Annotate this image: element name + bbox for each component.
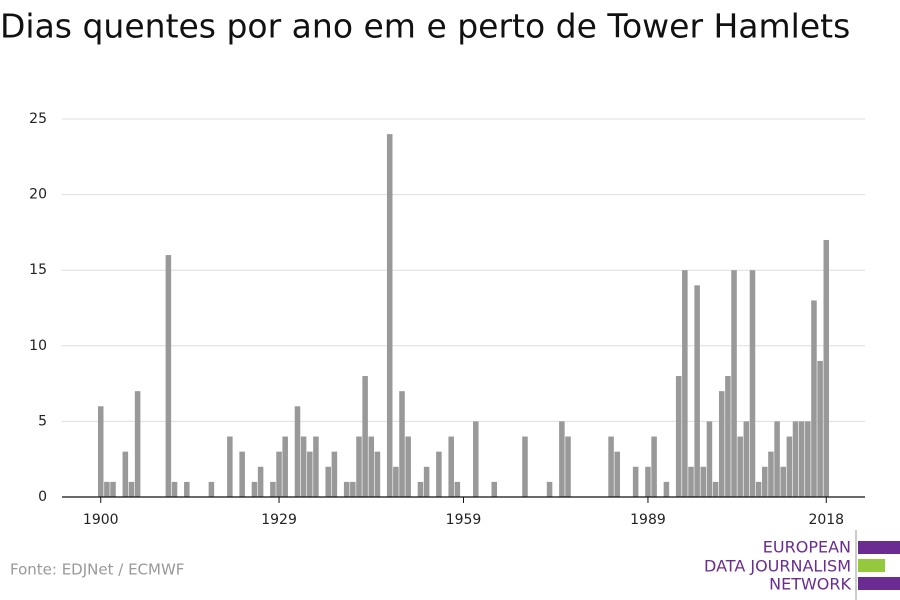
bar — [227, 436, 233, 497]
source: Fonte: EDJNet / ECMWF — [10, 561, 184, 579]
bar — [343, 481, 350, 497]
bar — [675, 376, 682, 497]
bar — [731, 270, 737, 497]
bar — [294, 406, 301, 497]
y-tick-label: 25 — [29, 111, 47, 127]
logo-bar — [858, 559, 885, 572]
bar — [632, 466, 639, 497]
bar — [134, 391, 141, 497]
bar — [706, 421, 713, 497]
bar — [405, 436, 411, 497]
logo-bar — [858, 541, 900, 554]
bar — [682, 270, 688, 497]
bar — [257, 466, 264, 497]
bar — [645, 466, 651, 497]
bar — [798, 421, 805, 497]
bar — [448, 436, 454, 497]
logo-bar — [858, 577, 900, 590]
bar — [104, 481, 110, 497]
bar — [473, 421, 479, 497]
y-tick-label: 15 — [29, 262, 47, 278]
bar — [811, 300, 817, 497]
bar — [350, 481, 356, 497]
bar — [725, 376, 731, 497]
bar — [780, 466, 786, 497]
bar — [491, 481, 498, 497]
bar — [743, 421, 750, 497]
bar — [786, 436, 793, 497]
bar — [792, 421, 799, 497]
bar — [325, 466, 331, 497]
bar — [700, 466, 707, 497]
bar — [313, 436, 319, 497]
y-tick-label: 20 — [29, 187, 47, 203]
bar — [276, 451, 282, 497]
bar — [546, 481, 553, 497]
bar — [356, 436, 362, 497]
bar — [817, 360, 823, 497]
bar — [749, 270, 756, 497]
bar — [393, 466, 399, 497]
bar — [97, 406, 104, 497]
bar — [805, 421, 811, 497]
x-tick-label: 1900 — [83, 512, 119, 528]
bar — [368, 436, 375, 497]
bar — [208, 481, 215, 497]
bar — [122, 451, 129, 497]
bar — [737, 436, 743, 497]
bar — [559, 421, 565, 497]
y-tick-label: 10 — [29, 338, 47, 354]
bar — [386, 134, 393, 497]
bar — [565, 436, 571, 497]
x-tick-label: 2018 — [808, 512, 844, 528]
bar — [823, 239, 830, 497]
logo-text: NETWORK — [769, 575, 851, 594]
bar — [307, 451, 313, 497]
bar — [663, 481, 670, 497]
bar — [399, 391, 405, 497]
bar — [184, 481, 190, 497]
bar — [362, 376, 368, 497]
x-tick-label: 1959 — [446, 512, 482, 528]
bar — [417, 481, 424, 497]
x-tick-label: 1929 — [261, 512, 297, 528]
bar — [651, 436, 657, 497]
bar — [768, 451, 774, 497]
y-tick-label: 0 — [38, 489, 47, 505]
bar — [251, 481, 258, 497]
bar — [522, 436, 528, 497]
bar — [712, 481, 719, 497]
bar — [331, 451, 338, 497]
bar — [694, 285, 700, 497]
logo-text: DATA JOURNALISM — [704, 557, 851, 576]
bar — [608, 436, 614, 497]
bar — [171, 481, 178, 497]
bar — [110, 481, 116, 497]
bar — [270, 481, 276, 497]
x-tick-label: 1989 — [630, 512, 666, 528]
bar — [239, 451, 245, 497]
bar — [300, 436, 307, 497]
y-tick-label: 5 — [38, 413, 47, 429]
bar — [374, 451, 381, 497]
chart-title: Dias quentes por ano em e perto de Tower… — [0, 7, 850, 46]
bar — [614, 451, 620, 497]
bar — [282, 436, 288, 497]
bar — [774, 421, 780, 497]
bar — [436, 451, 442, 497]
bar — [718, 391, 725, 497]
bar — [165, 255, 172, 497]
logo-text: EUROPEAN — [763, 538, 851, 557]
bar — [128, 481, 135, 497]
bar — [423, 466, 430, 497]
bar — [688, 466, 694, 497]
bar — [755, 481, 762, 497]
bar — [454, 481, 461, 497]
bar — [762, 466, 768, 497]
